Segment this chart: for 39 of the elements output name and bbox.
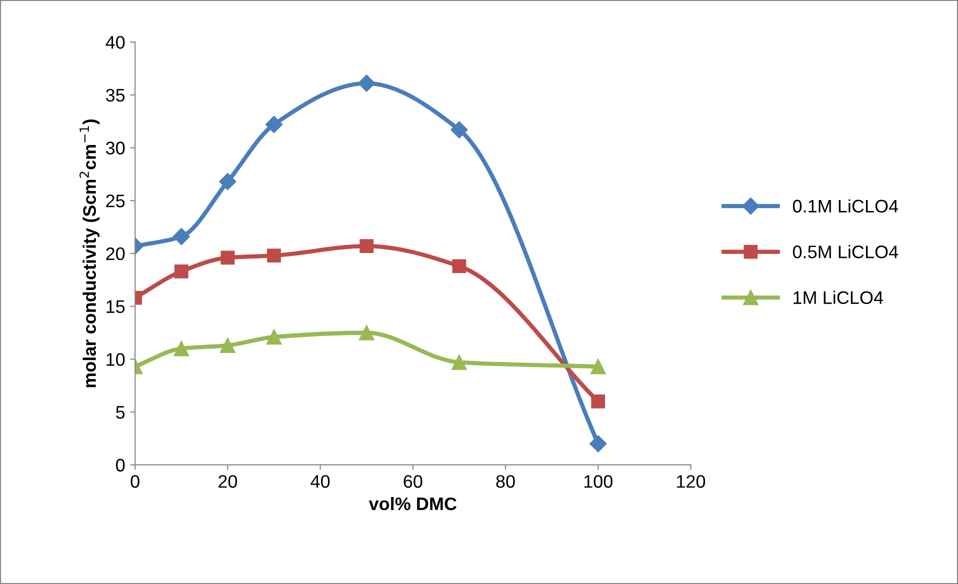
- x-axis-title: vol% DMC: [368, 496, 457, 510]
- y-tick-label: 40: [106, 36, 125, 49]
- point: [452, 259, 466, 274]
- x-tick-label: 20: [218, 475, 238, 488]
- point: [590, 358, 606, 374]
- x-tick-label: 100: [584, 475, 612, 488]
- point: [174, 264, 188, 278]
- y-axis-title: molar conductivity (Scm$^{2}$cm$^{−1}$): [79, 120, 100, 388]
- y-tick-label: 35: [106, 88, 125, 102]
- y-tick-label: 10: [106, 353, 125, 366]
- y-tick-label: 25: [106, 194, 125, 208]
- point: [358, 74, 376, 92]
- x-tick-label: 0: [130, 475, 140, 488]
- point: [590, 435, 607, 452]
- point: [220, 250, 235, 265]
- legend-label: 1M LiCLO4: [794, 290, 884, 304]
- point: [591, 394, 606, 408]
- point: [267, 248, 281, 263]
- x-tick-label: 40: [310, 475, 330, 488]
- point: [220, 338, 236, 354]
- point: [174, 340, 190, 356]
- point: [452, 354, 467, 370]
- point: [172, 228, 190, 246]
- y-tick-label: 15: [106, 300, 125, 314]
- x-tick-label: 80: [496, 475, 515, 488]
- legend-label: 0.1M LiCLO4: [792, 199, 898, 213]
- point: [265, 116, 283, 134]
- point: [266, 329, 282, 345]
- x-tick-label: 120: [677, 475, 706, 488]
- point: [219, 173, 236, 190]
- point: [450, 121, 468, 138]
- x-tick-label: 60: [404, 475, 422, 488]
- point: [360, 239, 374, 253]
- point: [358, 325, 374, 340]
- legend-label: 0.5M LiCLO4: [792, 245, 898, 258]
- y-tick-label: 30: [106, 142, 125, 154]
- y-tick-label: 20: [106, 247, 125, 260]
- y-tick-label: 5: [116, 406, 125, 419]
- y-tick-label: 0: [116, 458, 125, 472]
